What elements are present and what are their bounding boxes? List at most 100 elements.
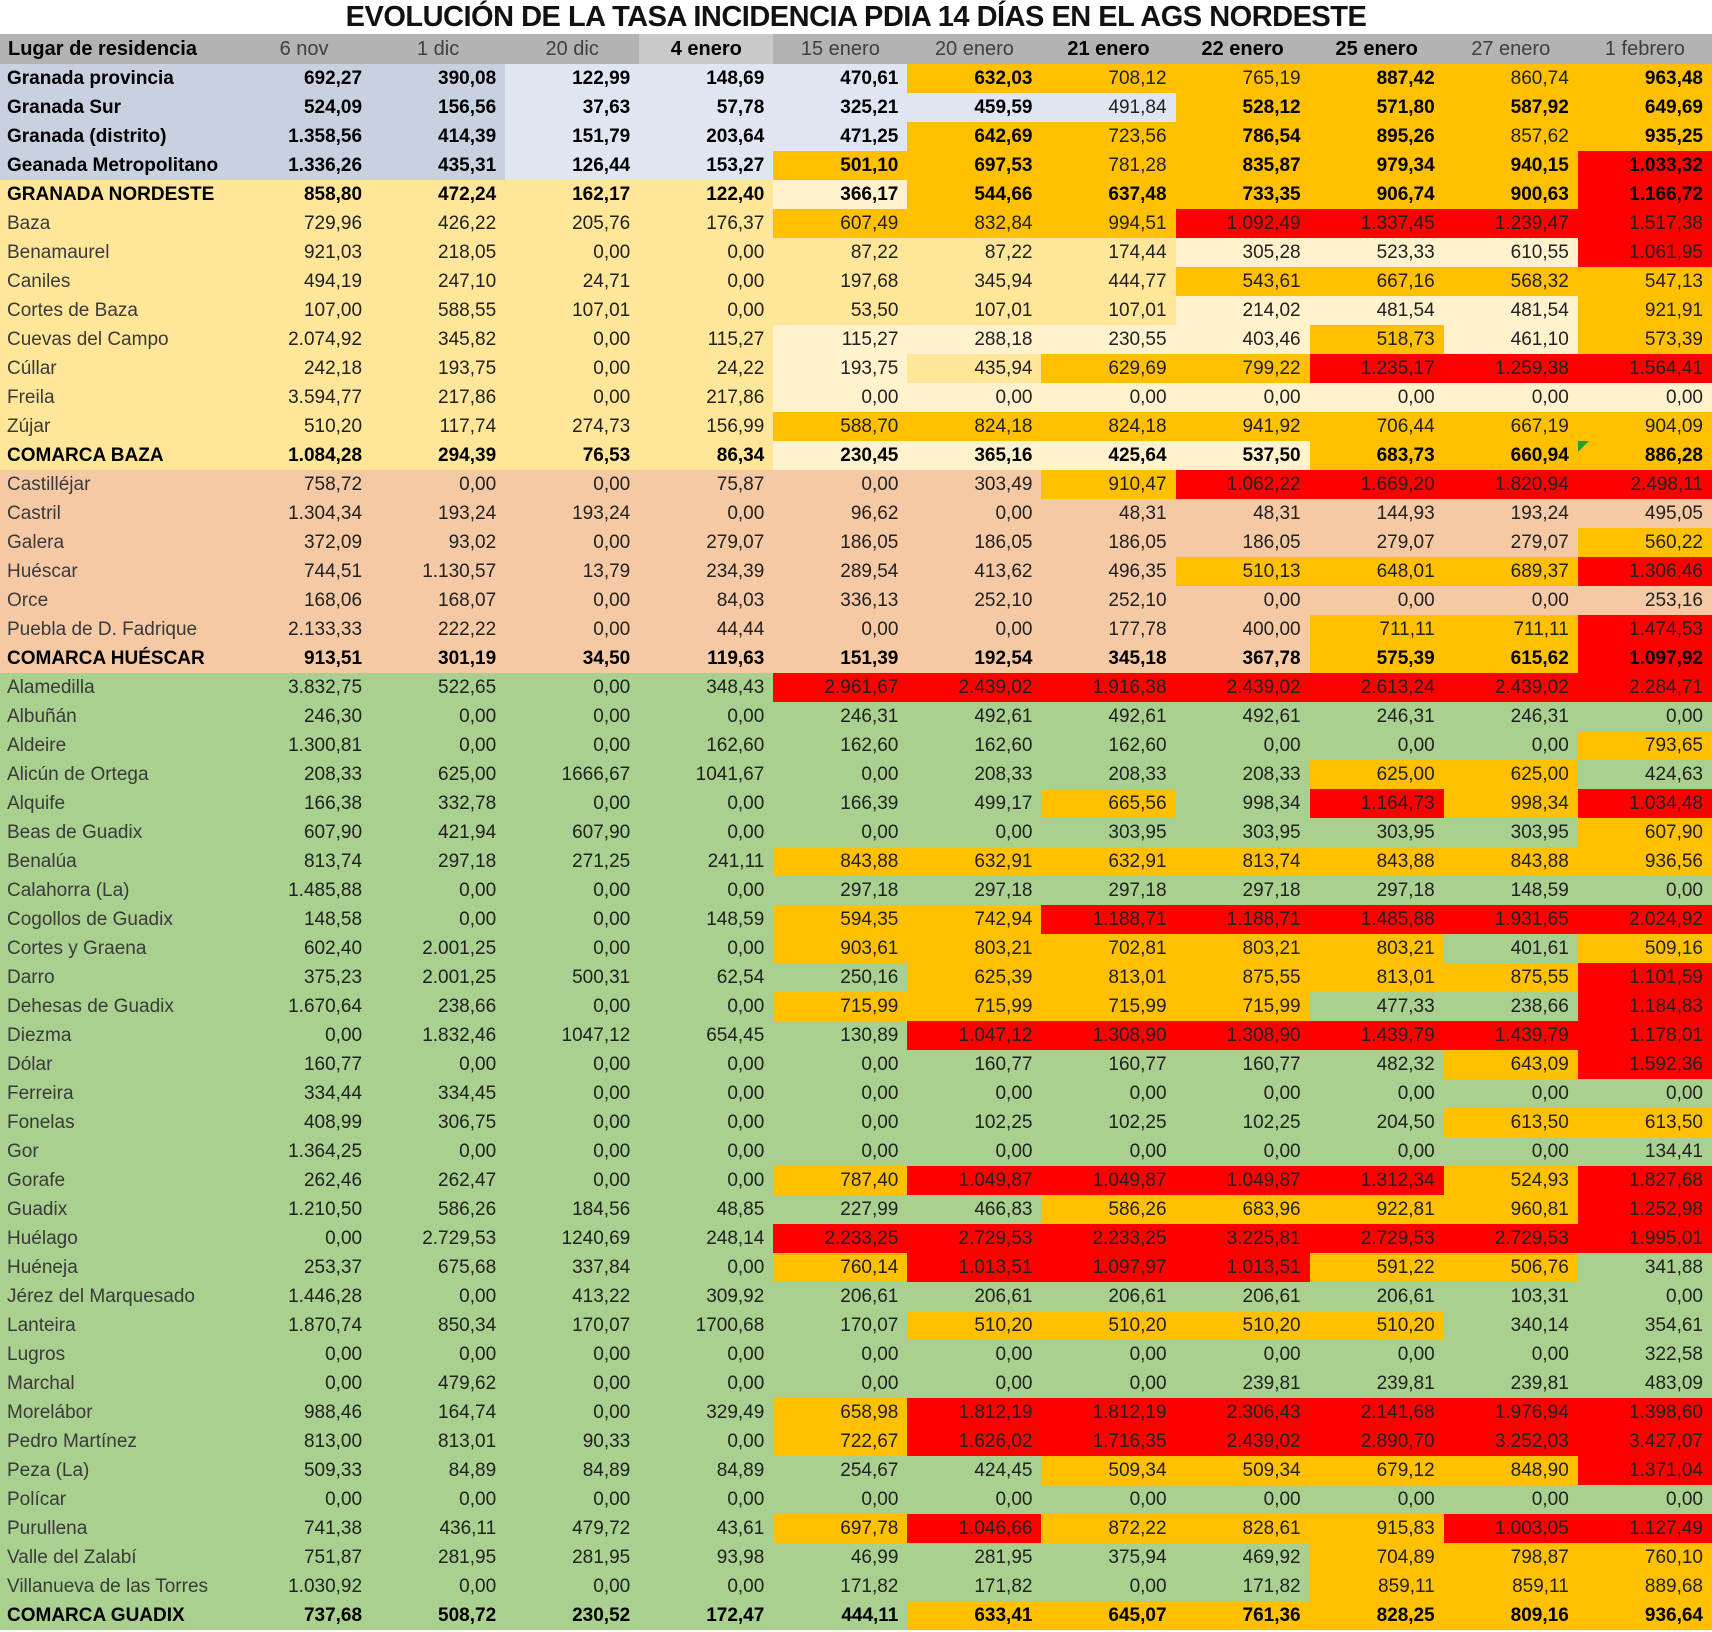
value-cell: 345,18 — [1041, 644, 1176, 673]
value-cell: 625,39 — [907, 963, 1042, 992]
row-label: Granada provincia — [0, 64, 237, 93]
value-cell: 658,98 — [773, 1398, 908, 1427]
value-cell: 0,00 — [907, 1340, 1042, 1369]
value-cell: 162,60 — [773, 731, 908, 760]
value-cell: 279,07 — [1309, 528, 1444, 557]
value-cell: 84,89 — [505, 1456, 640, 1485]
value-cell: 936,64 — [1577, 1601, 1712, 1630]
value-cell: 102,25 — [1041, 1108, 1176, 1137]
table-row: Huélago 0,00 2.729,53 1240,69 248,14 2.233,25… — [0, 1224, 1712, 1253]
value-cell: 509,16 — [1577, 934, 1712, 963]
value-cell: 737,68 — [237, 1601, 372, 1630]
value-cell: 176,37 — [639, 209, 774, 238]
value-cell: 645,07 — [1041, 1601, 1176, 1630]
value-cell: 0,00 — [371, 905, 506, 934]
value-cell: 1.812,19 — [1041, 1398, 1176, 1427]
value-cell: 90,33 — [505, 1427, 640, 1456]
value-cell: 1.870,74 — [237, 1311, 372, 1340]
value-cell: 156,56 — [371, 93, 506, 122]
value-cell: 0,00 — [505, 1572, 640, 1601]
value-cell: 496,35 — [1041, 557, 1176, 586]
table-row: Baza 729,96 426,22 205,76 176,37 607,49 832,84… — [0, 209, 1712, 238]
value-cell: 0,00 — [907, 818, 1042, 847]
row-label: Castril — [0, 499, 237, 528]
value-cell: 2.141,68 — [1309, 1398, 1444, 1427]
value-cell: 915,83 — [1309, 1514, 1444, 1543]
value-cell: 607,90 — [1577, 818, 1712, 847]
value-cell: 913,51 — [237, 644, 372, 673]
value-cell: 0,00 — [773, 1050, 908, 1079]
page-title: EVOLUCIÓN DE LA TASA INCIDENCIA PDIA 14 … — [345, 0, 1367, 33]
row-label: Caniles — [0, 267, 237, 296]
value-cell: 492,61 — [907, 702, 1042, 731]
value-cell: 193,75 — [773, 354, 908, 383]
table-row: Lanteira 1.870,74 850,34 170,07 1700,68 170,0… — [0, 1311, 1712, 1340]
value-cell: 348,43 — [639, 673, 774, 702]
value-cell: 742,94 — [907, 905, 1042, 934]
row-label: Calahorra (La) — [0, 876, 237, 905]
value-cell: 246,31 — [1309, 702, 1444, 731]
value-cell: 0,00 — [639, 1050, 774, 1079]
table-row: Huéscar 744,51 1.130,57 13,79 234,39 289,54 41… — [0, 557, 1712, 586]
value-cell: 936,56 — [1577, 847, 1712, 876]
value-cell: 1.308,90 — [1175, 1021, 1310, 1050]
row-label: Beas de Guadix — [0, 818, 237, 847]
value-cell: 510,20 — [907, 1311, 1042, 1340]
value-cell: 798,87 — [1443, 1543, 1578, 1572]
value-cell: 238,66 — [1443, 992, 1578, 1021]
value-cell: 586,26 — [1041, 1195, 1176, 1224]
value-cell: 0,00 — [505, 1369, 640, 1398]
value-cell: 206,61 — [773, 1282, 908, 1311]
value-cell: 206,61 — [1041, 1282, 1176, 1311]
value-cell: 1.626,02 — [907, 1427, 1042, 1456]
value-cell: 0,00 — [505, 673, 640, 702]
value-cell: 234,39 — [639, 557, 774, 586]
table-row: Guadix 1.210,50 586,26 184,56 48,85 227,99 466… — [0, 1195, 1712, 1224]
value-cell: 632,91 — [1041, 847, 1176, 876]
value-cell: 2.729,53 — [907, 1224, 1042, 1253]
value-cell: 230,52 — [505, 1601, 640, 1630]
value-cell: 510,20 — [1309, 1311, 1444, 1340]
value-cell: 2.439,02 — [907, 673, 1042, 702]
value-cell: 390,08 — [371, 64, 506, 93]
value-cell: 174,44 — [1041, 238, 1176, 267]
value-cell: 203,64 — [639, 122, 774, 151]
value-cell: 230,55 — [1041, 325, 1176, 354]
value-cell: 889,68 — [1577, 1572, 1712, 1601]
value-cell: 252,10 — [1041, 586, 1176, 615]
value-cell: 667,16 — [1309, 267, 1444, 296]
value-cell: 960,81 — [1443, 1195, 1578, 1224]
value-cell: 148,58 — [237, 905, 372, 934]
row-label: Ferreira — [0, 1079, 237, 1108]
value-cell: 1.239,47 — [1443, 209, 1578, 238]
value-cell: 0,00 — [773, 1485, 908, 1514]
value-cell: 1.670,64 — [237, 992, 372, 1021]
value-cell: 860,74 — [1443, 64, 1578, 93]
value-cell: 107,01 — [1041, 296, 1176, 325]
value-cell: 586,26 — [371, 1195, 506, 1224]
table-row: Galera 372,09 93,02 0,00 279,07 186,05 186,05 1… — [0, 528, 1712, 557]
value-cell: 0,00 — [1577, 702, 1712, 731]
value-cell: 0,00 — [907, 1485, 1042, 1514]
table-row: Diezma 0,00 1.832,46 1047,12 654,45 130,89 1.0… — [0, 1021, 1712, 1050]
value-cell: 2.498,11 — [1577, 470, 1712, 499]
value-cell: 0,00 — [1577, 1282, 1712, 1311]
value-cell: 697,78 — [773, 1514, 908, 1543]
value-cell: 625,00 — [371, 760, 506, 789]
table-row: COMARCA GUADIX 737,68 508,72 230,52 172,47 44… — [0, 1601, 1712, 1630]
value-cell: 1.398,60 — [1577, 1398, 1712, 1427]
value-cell: 2.729,53 — [1309, 1224, 1444, 1253]
value-cell: 510,20 — [1041, 1311, 1176, 1340]
column-header: 20 enero — [907, 34, 1042, 64]
value-cell: 715,99 — [1175, 992, 1310, 1021]
value-cell: 508,72 — [371, 1601, 506, 1630]
value-cell: 337,84 — [505, 1253, 640, 1282]
value-cell: 859,11 — [1443, 1572, 1578, 1601]
value-cell: 297,18 — [907, 876, 1042, 905]
value-cell: 0,00 — [1041, 1369, 1176, 1398]
value-cell: 588,70 — [773, 412, 908, 441]
value-cell: 421,94 — [371, 818, 506, 847]
value-cell: 495,05 — [1577, 499, 1712, 528]
value-cell: 1.184,83 — [1577, 992, 1712, 1021]
value-cell: 0,00 — [1443, 383, 1578, 412]
